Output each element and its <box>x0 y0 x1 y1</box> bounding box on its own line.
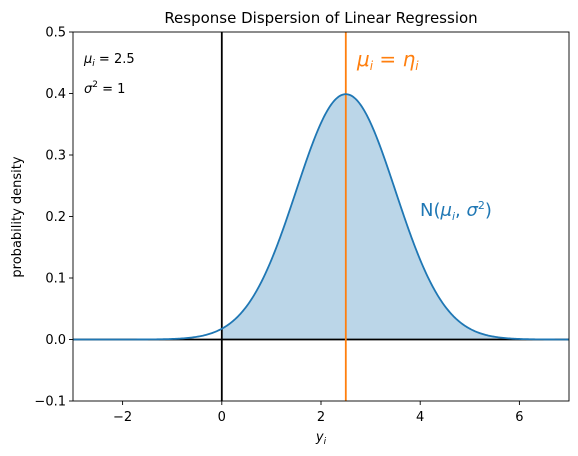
y-axis-ticks: −0.1 0.0 0.1 0.2 0.3 0.4 0.5 <box>34 26 73 410</box>
mu-line-label-eta: η <box>403 47 416 71</box>
dist-label-sep: , <box>455 200 466 221</box>
y-tick-label: 0.5 <box>45 26 66 41</box>
mu-param-sub: i <box>92 59 95 69</box>
mu-param-annotation: μi = 2.5 <box>83 52 135 69</box>
mu-param-symbol: μ <box>83 52 92 67</box>
distribution-label: N(μi, σ2) <box>420 199 492 223</box>
y-axis-label: probability density <box>10 156 25 277</box>
sigma-param-symbol: σ <box>84 82 93 97</box>
y-tick-label: 0.0 <box>45 333 66 348</box>
dist-label-sigma-sup: 2 <box>478 199 485 212</box>
x-axis-ticks: −2 0 2 4 6 <box>113 401 524 425</box>
mu-line-label: μi = ηi <box>356 47 419 73</box>
dist-label-mu-sub: i <box>452 210 455 223</box>
chart-title: Response Dispersion of Linear Regression <box>164 9 477 27</box>
y-tick-label: 0.2 <box>45 210 66 225</box>
sigma-param-value: = 1 <box>98 82 125 97</box>
pdf-fill-area <box>221 94 570 340</box>
x-tick-label: 0 <box>218 410 226 425</box>
dist-label-prefix: N( <box>420 200 441 221</box>
x-tick-label: 4 <box>416 410 424 425</box>
pdf-curve <box>73 93 569 341</box>
dist-label-sigma: σ <box>466 200 478 221</box>
mu-line-label-mu-sub: i <box>370 59 374 73</box>
sigma-param-annotation: σ2 = 1 <box>84 80 125 97</box>
mu-line-label-eta-sub: i <box>415 59 419 73</box>
y-tick-label: 0.4 <box>45 87 66 102</box>
y-tick-label: −0.1 <box>34 395 66 410</box>
x-tick-label: 2 <box>317 410 325 425</box>
sigma-param-sup: 2 <box>92 80 98 90</box>
x-axis-label-main: y <box>315 430 324 445</box>
mu-line-label-eq: = <box>373 47 402 71</box>
y-tick-label: 0.1 <box>45 272 66 287</box>
dist-label-mu: μ <box>440 200 452 221</box>
y-tick-label: 0.3 <box>45 149 66 164</box>
mu-param-value: = 2.5 <box>95 52 135 67</box>
x-tick-label: −2 <box>113 410 132 425</box>
x-axis-label-sub: i <box>324 437 327 447</box>
dist-label-suffix: ) <box>485 200 492 221</box>
x-tick-label: 6 <box>515 410 523 425</box>
x-axis-label: yi <box>315 430 327 447</box>
mu-line-label-mu: μ <box>356 47 370 71</box>
